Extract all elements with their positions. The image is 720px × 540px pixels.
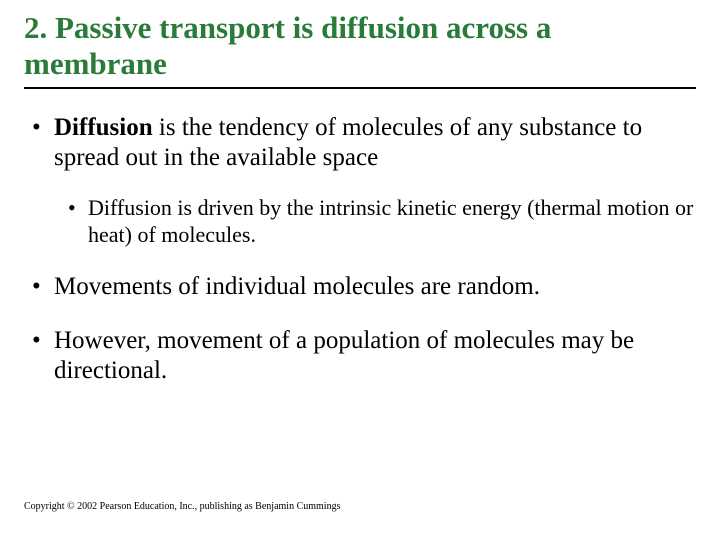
slide-title: 2. Passive transport is diffusion across… (24, 10, 696, 89)
list-item: Diffusion is driven by the intrinsic kin… (66, 195, 696, 248)
list-item: However, movement of a population of mol… (30, 326, 696, 386)
bullet-list-level2: Diffusion is driven by the intrinsic kin… (54, 195, 696, 248)
bullet-bold-term: Diffusion (54, 114, 153, 141)
list-item: Diffusion is the tendency of molecules o… (30, 113, 696, 248)
bullet-text: Diffusion is driven by the intrinsic kin… (88, 195, 693, 246)
bullet-text: Movements of individual molecules are ra… (54, 273, 540, 300)
bullet-text: However, movement of a population of mol… (54, 327, 634, 384)
copyright-text: Copyright © 2002 Pearson Education, Inc.… (24, 501, 340, 512)
list-item: Movements of individual molecules are ra… (30, 272, 696, 302)
bullet-list-level1: Diffusion is the tendency of molecules o… (24, 113, 696, 386)
